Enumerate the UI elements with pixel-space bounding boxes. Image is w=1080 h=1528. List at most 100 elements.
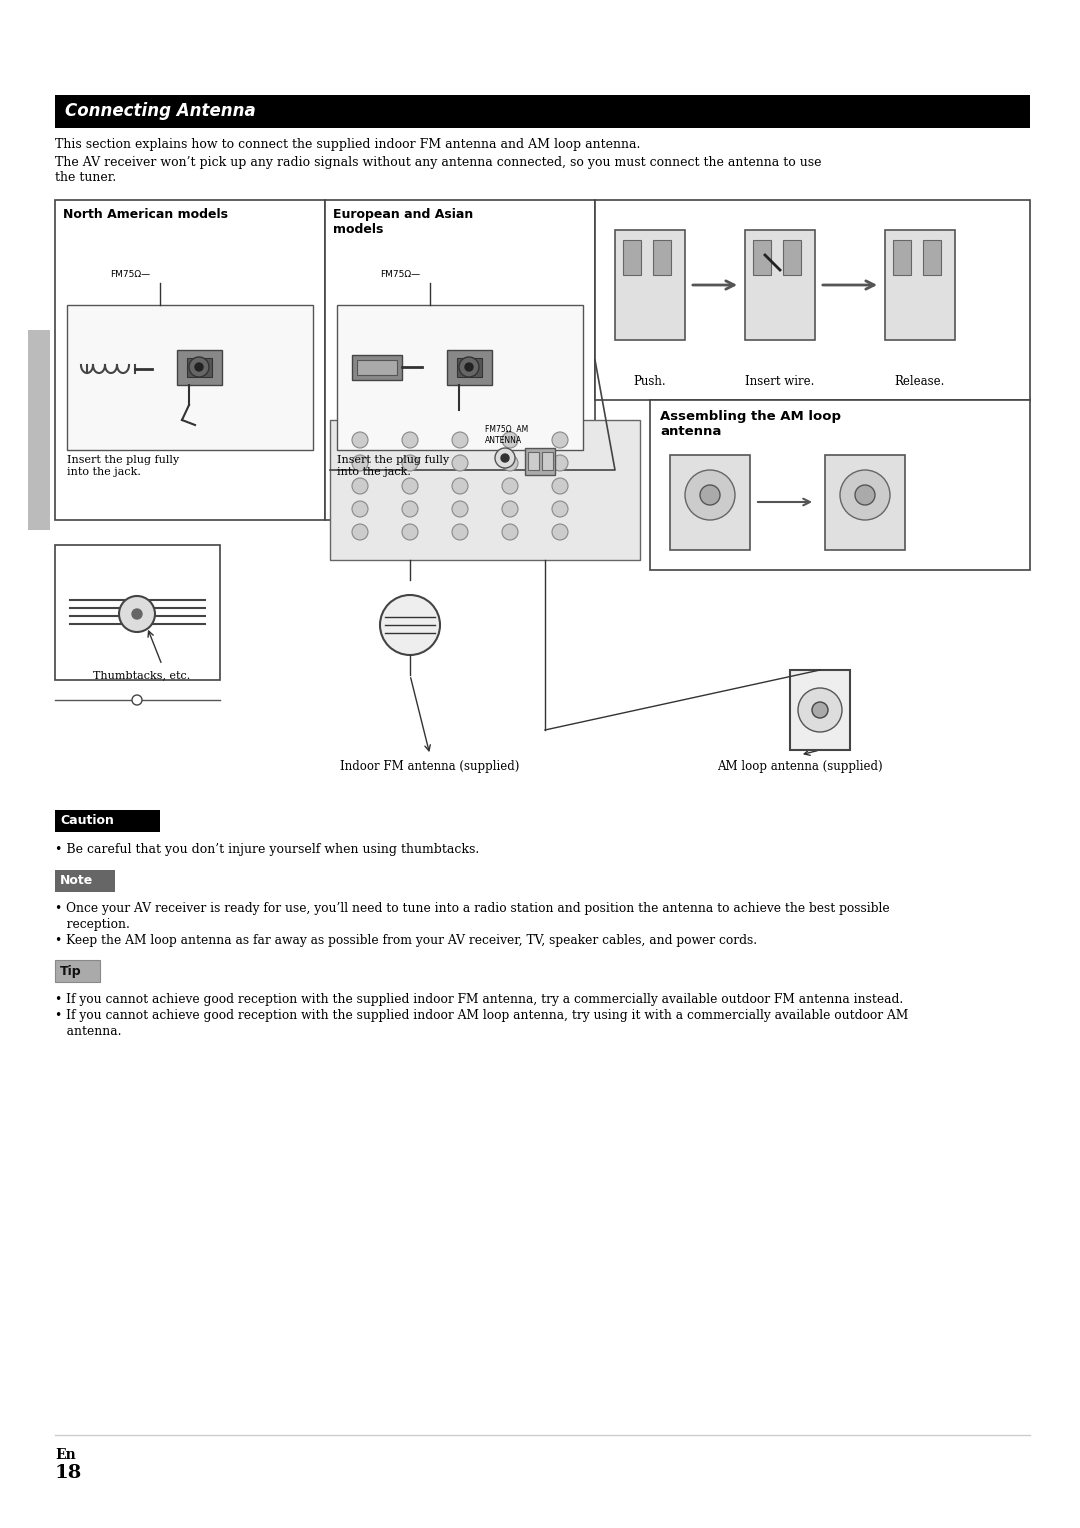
Text: The AV receiver won’t pick up any radio signals without any antenna connected, s: The AV receiver won’t pick up any radio … (55, 156, 822, 183)
Text: • Keep the AM loop antenna as far away as possible from your AV receiver, TV, sp: • Keep the AM loop antenna as far away a… (55, 934, 757, 947)
Text: Thumbtacks, etc.: Thumbtacks, etc. (93, 669, 191, 680)
Circle shape (840, 471, 890, 520)
Bar (670, 455, 750, 550)
Text: 18: 18 (55, 1464, 82, 1482)
Bar (653, 240, 671, 275)
Circle shape (502, 501, 518, 516)
Text: Caution: Caution (60, 814, 113, 828)
Bar (330, 420, 640, 559)
Circle shape (352, 524, 368, 539)
Text: Insert the plug fully
into the jack.: Insert the plug fully into the jack. (67, 455, 179, 477)
Bar (67, 306, 313, 451)
Circle shape (352, 501, 368, 516)
Text: FM75Ω—: FM75Ω— (110, 270, 150, 280)
Bar (55, 960, 100, 983)
Text: Insert the plug fully
into the jack.: Insert the plug fully into the jack. (337, 455, 449, 477)
Text: AM loop antenna (supplied): AM loop antenna (supplied) (717, 759, 882, 773)
Text: • If you cannot achieve good reception with the supplied indoor FM antenna, try : • If you cannot achieve good reception w… (55, 993, 903, 1005)
Circle shape (552, 524, 568, 539)
Bar (542, 452, 553, 471)
Bar (615, 231, 685, 341)
Circle shape (352, 478, 368, 494)
Text: • Once your AV receiver is ready for use, you’ll need to tune into a radio stati: • Once your AV receiver is ready for use… (55, 902, 890, 915)
Bar (650, 400, 1030, 570)
Bar (825, 455, 905, 550)
Text: ANTENNA: ANTENNA (485, 435, 522, 445)
Circle shape (402, 432, 418, 448)
Circle shape (495, 448, 515, 468)
Bar (457, 358, 482, 377)
Bar (357, 361, 397, 374)
Circle shape (453, 478, 468, 494)
Circle shape (132, 695, 141, 704)
Bar (55, 200, 325, 520)
Circle shape (685, 471, 735, 520)
Bar (447, 350, 492, 385)
Bar (923, 240, 941, 275)
Text: FM75Ω—: FM75Ω— (380, 270, 420, 280)
Text: Release.: Release. (895, 374, 945, 388)
Circle shape (195, 364, 203, 371)
Circle shape (552, 501, 568, 516)
Bar (55, 545, 220, 680)
Circle shape (453, 432, 468, 448)
Text: Indoor FM antenna (supplied): Indoor FM antenna (supplied) (340, 759, 519, 773)
Circle shape (402, 455, 418, 471)
Bar (352, 354, 402, 380)
Circle shape (812, 701, 828, 718)
Text: European and Asian
models: European and Asian models (333, 208, 473, 235)
Circle shape (119, 596, 156, 633)
Bar (753, 240, 771, 275)
Circle shape (700, 484, 720, 504)
Text: Note: Note (60, 874, 93, 888)
Bar (177, 350, 222, 385)
Text: reception.: reception. (55, 918, 130, 931)
Circle shape (552, 478, 568, 494)
Circle shape (459, 358, 480, 377)
Bar (55, 95, 1030, 128)
Bar (783, 240, 801, 275)
Bar (187, 358, 212, 377)
Text: antenna.: antenna. (55, 1025, 121, 1038)
Bar (55, 810, 160, 833)
Circle shape (380, 594, 440, 656)
Bar (745, 231, 815, 341)
Text: Assembling the AM loop
antenna: Assembling the AM loop antenna (660, 410, 841, 439)
Circle shape (502, 524, 518, 539)
Text: FM75Ω  AM: FM75Ω AM (485, 425, 528, 434)
Bar (55, 869, 114, 892)
Circle shape (501, 454, 509, 461)
Bar (337, 306, 583, 451)
Text: This section explains how to connect the supplied indoor FM antenna and AM loop : This section explains how to connect the… (55, 138, 640, 151)
Bar (789, 669, 850, 750)
Circle shape (453, 455, 468, 471)
Bar (623, 240, 642, 275)
Circle shape (453, 524, 468, 539)
Text: Connecting Antenna: Connecting Antenna (65, 102, 256, 121)
Text: En: En (55, 1449, 76, 1462)
Circle shape (402, 478, 418, 494)
Circle shape (402, 501, 418, 516)
Text: • Be careful that you don’t injure yourself when using thumbtacks.: • Be careful that you don’t injure yours… (55, 843, 480, 856)
Circle shape (855, 484, 875, 504)
Circle shape (552, 432, 568, 448)
Circle shape (552, 455, 568, 471)
Text: Push.: Push. (634, 374, 666, 388)
Text: Insert wire.: Insert wire. (745, 374, 814, 388)
Bar (595, 200, 1030, 400)
Bar (528, 452, 539, 471)
Circle shape (453, 501, 468, 516)
Circle shape (798, 688, 842, 732)
Circle shape (502, 455, 518, 471)
Circle shape (402, 524, 418, 539)
Bar (325, 200, 595, 520)
Circle shape (352, 455, 368, 471)
Text: • If you cannot achieve good reception with the supplied indoor AM loop antenna,: • If you cannot achieve good reception w… (55, 1008, 908, 1022)
Circle shape (465, 364, 473, 371)
Bar (28, 330, 50, 530)
Circle shape (502, 478, 518, 494)
Bar (893, 240, 912, 275)
Bar (885, 231, 955, 341)
Circle shape (189, 358, 210, 377)
Text: Tip: Tip (60, 964, 82, 978)
